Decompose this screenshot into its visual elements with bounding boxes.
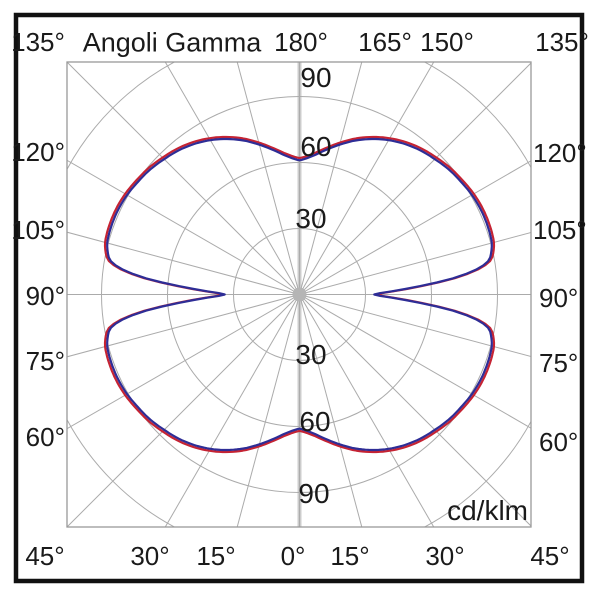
radial-scale-label: 60 [300, 131, 332, 162]
gamma-angle-label: 30° [130, 541, 170, 571]
plot-frame [66, 61, 532, 528]
radial-scale-label: 30 [295, 203, 327, 234]
gamma-angle-label: 180° [274, 27, 328, 57]
gamma-angle-label: 75° [25, 346, 65, 376]
photometric-curve-c90-c270 [106, 137, 493, 452]
gamma-angle-label: 90° [539, 283, 579, 313]
gamma-angle-label: 165° [358, 27, 412, 57]
gamma-angle-label: 135° [11, 27, 65, 57]
gamma-angle-label: 120° [533, 138, 587, 168]
radial-scale-label: 60 [299, 406, 331, 437]
gamma-angle-label: 90° [25, 281, 65, 311]
radial-scale-label: 30 [295, 339, 327, 370]
unit-label: cd/klm [447, 495, 528, 526]
gamma-angle-label: 75° [539, 348, 579, 378]
gamma-angle-label: 135° [535, 27, 589, 57]
photometric-curve-c0-c180 [103, 135, 496, 454]
gamma-angle-label: 45° [25, 541, 65, 571]
gamma-angle-label: 0° [280, 541, 306, 571]
outer-border [13, 12, 585, 584]
gamma-angle-label: 60° [25, 422, 65, 452]
gamma-angle-label: 45° [530, 541, 570, 571]
radial-scale-label: 90 [298, 478, 330, 509]
polar-center-dot [292, 287, 307, 302]
radial-scale-label: 90 [300, 62, 332, 93]
gamma-angle-label: 60° [539, 427, 579, 457]
gamma-angle-label: 30° [425, 541, 465, 571]
gamma-angle-label: 15° [196, 541, 236, 571]
gamma-angle-label: 15° [330, 541, 370, 571]
chart-title: Angoli Gamma [82, 27, 262, 58]
gamma-angle-label: 150° [420, 27, 474, 57]
gamma-angle-label: 105° [11, 215, 65, 245]
gamma-angle-label: 120° [11, 137, 65, 167]
gamma-angle-label: 105° [533, 215, 587, 245]
